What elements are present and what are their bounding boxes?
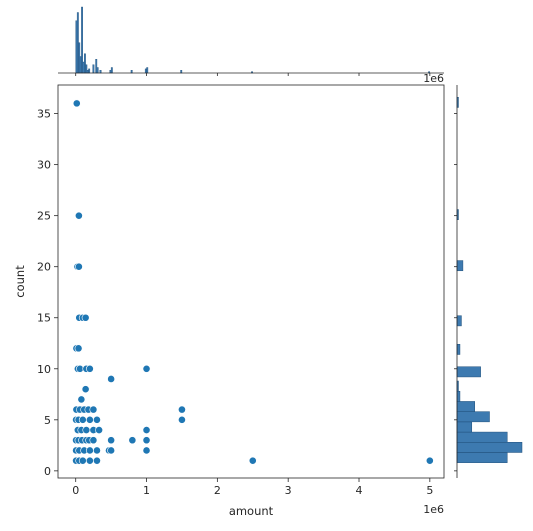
scatter-point [128, 436, 137, 445]
x-tick-label: 5 [426, 484, 433, 497]
x-axis-offset-label: 1e6 [423, 503, 444, 516]
x-hist-bar [82, 61, 85, 74]
scatter-point [178, 415, 186, 424]
x-hist-bar [81, 6, 83, 74]
y-tick-label: 5 [44, 414, 51, 427]
scatter-point [85, 456, 94, 465]
x-hist-bar [79, 56, 82, 74]
y-tick-label: 20 [37, 261, 51, 274]
main-axes-frame [57, 84, 445, 479]
scatter-point [107, 436, 116, 445]
x-hist-bar [144, 68, 147, 74]
scatter-point [82, 426, 91, 434]
x-hist-bar [130, 70, 133, 74]
scatter-point [74, 211, 83, 220]
scatter-point [81, 385, 90, 394]
x-hist-bar [84, 53, 86, 74]
y-hist-bar [456, 431, 508, 443]
scatter-point [142, 436, 151, 445]
scatter-points [72, 99, 434, 465]
scatter-point [78, 456, 87, 465]
x-hist-bar [109, 70, 112, 74]
y-hist-bar [456, 315, 462, 327]
scatter-point [142, 364, 151, 373]
x-tick-label: 0 [72, 484, 79, 497]
x-hist-bar [146, 67, 149, 74]
scatter-point [78, 415, 87, 424]
scatter-point [74, 262, 83, 271]
y-tick-label: 30 [37, 159, 51, 172]
y-hist-bar [456, 442, 523, 453]
x-tick-label: 1 [143, 484, 150, 497]
scatter-point [178, 405, 186, 414]
scatter-point [248, 456, 257, 465]
y-axis-title: count [13, 265, 27, 298]
y-tick-label: 35 [37, 108, 51, 121]
scatter-point [89, 405, 98, 414]
scatter-point [95, 426, 103, 434]
x-hist-bar [180, 70, 183, 74]
scatter-point [72, 99, 81, 108]
y-tick-label: 15 [37, 312, 51, 325]
y-hist-bar [456, 366, 481, 378]
y-hist-bar [456, 344, 461, 355]
x-hist-bar [75, 20, 78, 74]
scatter-point [93, 456, 101, 465]
scatter-point [85, 364, 94, 373]
y-hist-bar [456, 260, 464, 272]
y-hist-bar [456, 401, 475, 412]
x-tick-label: 4 [356, 484, 363, 497]
scatter-point [74, 344, 83, 353]
scatter-point [142, 446, 151, 455]
x-hist-bar [88, 68, 91, 74]
y-tick-label: 0 [44, 465, 51, 478]
top-hist-offset-label: 1e6 [423, 72, 444, 85]
scatter-point [425, 456, 434, 465]
scatter-point [77, 395, 86, 404]
main-scatter-axes: 0 1 2 3 4 5 0 5 10 15 20 25 30 35 [37, 84, 445, 497]
y-marginal-histogram [454, 85, 523, 478]
x-marginal-histogram [58, 6, 444, 76]
scatter-point [93, 415, 101, 424]
y-hist-bar [456, 452, 508, 463]
x-hist-bar [85, 64, 88, 74]
x-hist-bar [92, 64, 95, 74]
scatter-point [81, 313, 90, 322]
scatter-point [93, 446, 101, 455]
y-tick-label: 10 [37, 363, 51, 376]
x-hist-bar [110, 67, 113, 74]
scatter-point [107, 446, 116, 455]
scatter-point [142, 426, 151, 434]
y-hist-bar [456, 421, 473, 433]
x-hist-bar [96, 67, 99, 74]
x-axis-title: amount [229, 504, 274, 518]
x-hist-bar [95, 59, 98, 74]
x-tick-label: 3 [285, 484, 292, 497]
x-hist-bar [76, 12, 79, 74]
x-hist-bar [86, 70, 89, 74]
scatter-point [85, 446, 94, 455]
y-hist-bar [456, 411, 490, 423]
x-tick-label: 2 [214, 484, 221, 497]
scatter-point [85, 415, 94, 424]
y-hist-bar [456, 390, 461, 402]
scatter-point [89, 436, 98, 445]
y-tick-label: 25 [37, 210, 51, 223]
scatter-point [107, 375, 116, 383]
x-hist-bar [99, 70, 102, 74]
x-hist-bar [78, 42, 81, 74]
